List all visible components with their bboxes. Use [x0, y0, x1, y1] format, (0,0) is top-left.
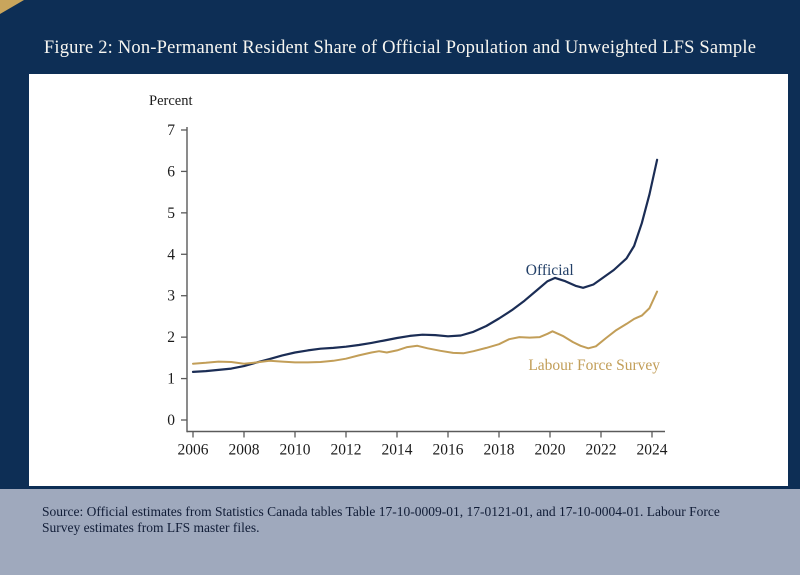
- x-tick-label: 2014: [382, 442, 413, 459]
- chart-panel: 0 1 2 3 4 5 6 7 2006 2008 2010 2012 2014 2016 2018 2020…: [29, 74, 788, 486]
- title-band: Figure 2: Non-Permanent Resident Share o…: [0, 0, 800, 74]
- x-tick-label: 2016: [433, 442, 464, 459]
- source-line-1: Source: Official estimates from Statisti…: [42, 504, 720, 519]
- y-axis-unit-label: Percent: [149, 93, 192, 109]
- line-chart: 0 1 2 3 4 5 6 7 2006 2008 2010 2012 2014 2016 2018 2020…: [149, 93, 668, 459]
- y-tick-label: 2: [167, 329, 175, 346]
- figure-title: Figure 2: Non-Permanent Resident Share o…: [43, 37, 757, 58]
- source-line-2: Survey estimates from LFS master files.: [42, 520, 260, 536]
- y-tick-label: 0: [167, 412, 175, 429]
- x-tick-label: 2006: [178, 442, 209, 459]
- official-series-label: Official: [526, 262, 574, 279]
- chart-axes: 0 1 2 3 4 5 6 7 2006 2008 2010 2012 2014 2016 2018 2020…: [149, 93, 668, 459]
- x-tick-label: 2012: [331, 442, 362, 459]
- labour-force-survey-series-line: [192, 290, 659, 365]
- chart-annotations: Official Labour Force Survey: [526, 262, 661, 374]
- source-footer: Source: Official estimates from Statisti…: [0, 489, 800, 575]
- labour-force-survey-series-label: Labour Force Survey: [528, 357, 660, 374]
- y-tick-label: 3: [167, 288, 175, 305]
- x-tick-label: 2022: [586, 442, 617, 459]
- x-tick-label: 2020: [535, 442, 566, 459]
- source-note: Source: Official estimates from Statisti…: [0, 489, 800, 537]
- x-tick-label: 2018: [484, 442, 515, 459]
- x-tick-label: 2008: [229, 442, 260, 459]
- x-tick-label: 2024: [637, 442, 668, 459]
- y-tick-label: 4: [167, 246, 175, 263]
- y-tick-label: 5: [167, 205, 175, 222]
- official-series-line: [191, 158, 659, 373]
- y-tick-label: 7: [167, 122, 175, 139]
- y-tick-label: 6: [167, 163, 175, 180]
- y-tick-label: 1: [167, 371, 175, 388]
- x-tick-label: 2010: [280, 442, 311, 459]
- chart-series: [191, 158, 659, 373]
